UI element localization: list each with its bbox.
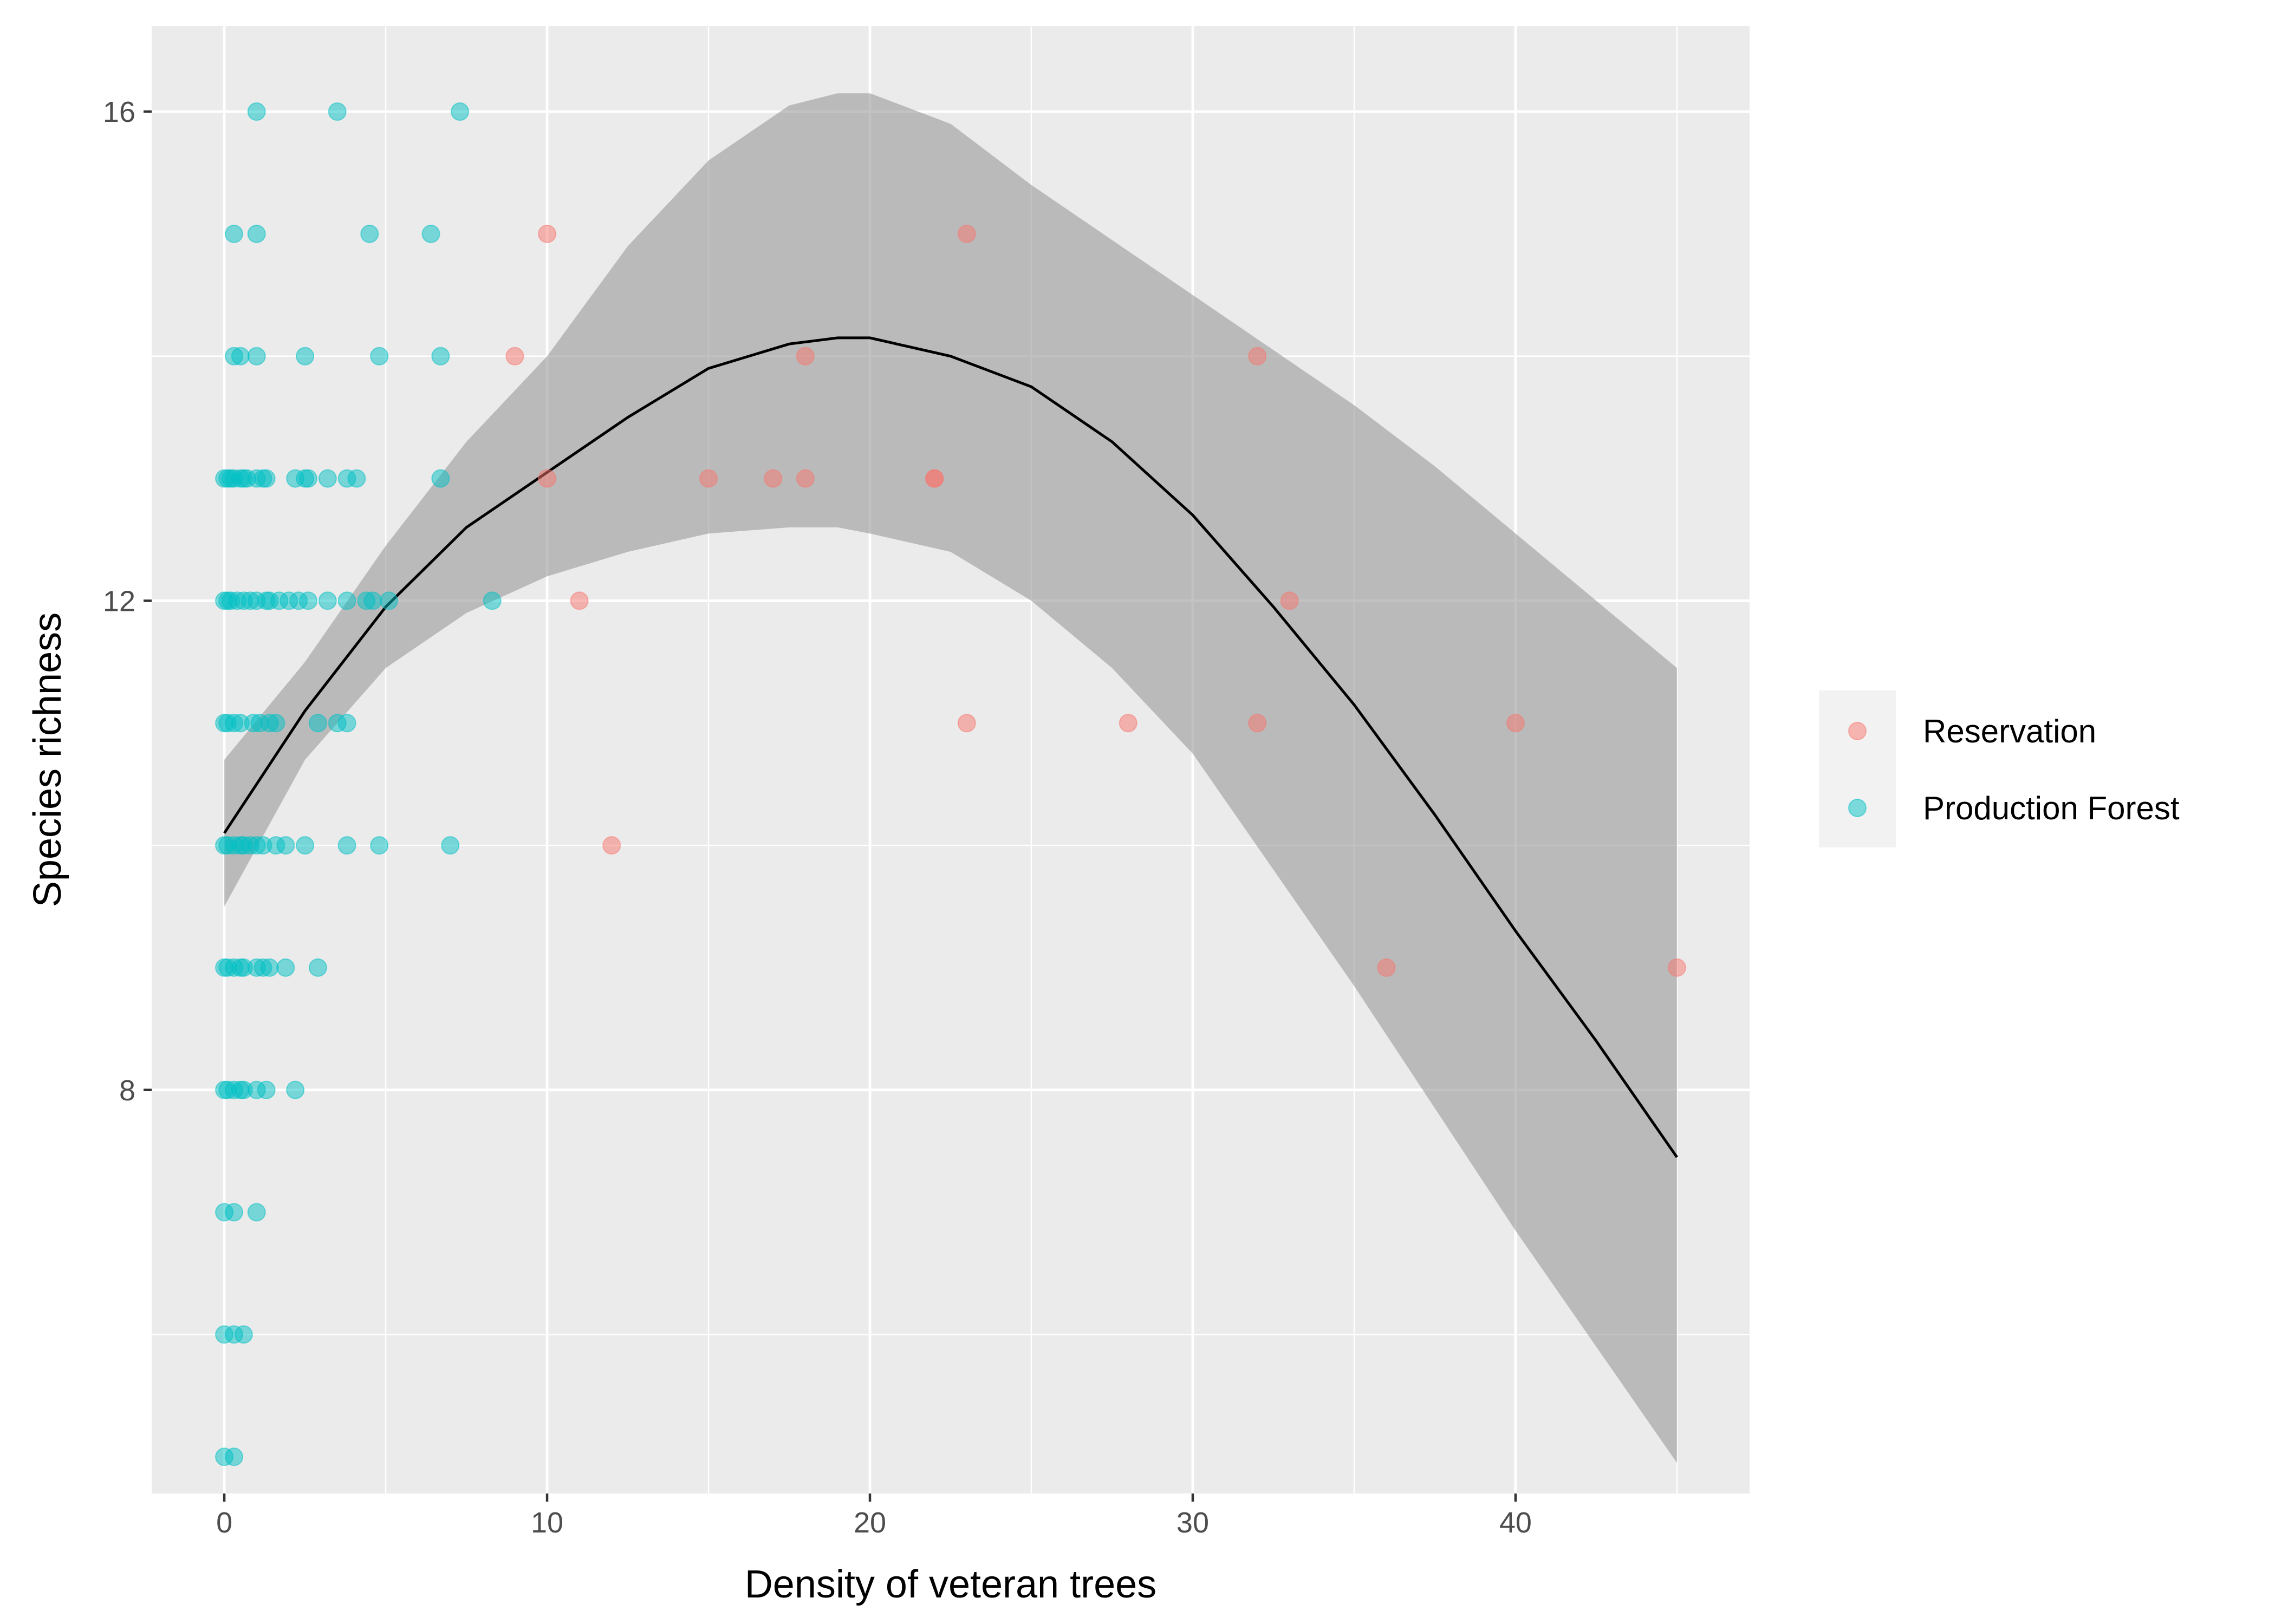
- production-forest-point: [286, 1080, 305, 1099]
- y-tick-label: 8: [119, 1074, 135, 1107]
- confidence-band: [224, 93, 1677, 1463]
- production-forest-point: [421, 224, 440, 243]
- reservation-point: [602, 836, 621, 855]
- reservation-point: [1667, 958, 1686, 977]
- production-forest-point: [370, 347, 389, 366]
- x-tick-label: 0: [216, 1506, 232, 1539]
- production-forest-point: [296, 347, 315, 366]
- y-tick-label: 12: [103, 585, 135, 617]
- production-forest-point: [347, 469, 366, 488]
- production-forest-point: [225, 1203, 243, 1222]
- production-forest-point: [247, 102, 266, 121]
- y-axis: 8 12 16: [103, 96, 152, 1107]
- production-forest-point: [431, 469, 450, 488]
- production-forest-point: [380, 591, 398, 610]
- production-forest-point: [431, 347, 450, 366]
- production-forest-point: [231, 347, 250, 366]
- production-forest-point: [451, 102, 470, 121]
- reservation-point: [1119, 714, 1138, 733]
- x-tick-label: 40: [1499, 1506, 1532, 1539]
- reservation-point: [505, 347, 524, 366]
- legend-key-production-forest: [1848, 799, 1867, 817]
- production-forest-point: [318, 469, 337, 488]
- reservation-point: [796, 469, 815, 488]
- production-forest-point: [308, 714, 327, 733]
- production-forest-point: [337, 836, 356, 855]
- legend: Reservation Production Forest: [1819, 690, 2180, 847]
- production-forest-point: [257, 469, 276, 488]
- production-forest-point: [299, 469, 317, 488]
- production-forest-point: [308, 958, 327, 977]
- reservation-point: [1248, 714, 1267, 733]
- production-forest-point: [266, 714, 285, 733]
- reservation-point: [699, 469, 718, 488]
- x-axis: 0 10 20 30 40: [216, 1493, 1532, 1539]
- x-tick-label: 20: [854, 1506, 886, 1539]
- production-forest-point: [234, 1325, 253, 1344]
- production-forest-point: [247, 1203, 266, 1222]
- production-forest-point: [247, 224, 266, 243]
- reservation-point: [957, 714, 976, 733]
- production-forest-point: [260, 958, 279, 977]
- production-forest-point: [296, 836, 315, 855]
- legend-label-production-forest: Production Forest: [1923, 790, 2180, 826]
- production-forest-point: [370, 836, 389, 855]
- production-forest-point: [276, 836, 295, 855]
- production-forest-point: [225, 224, 243, 243]
- production-forest-point: [299, 591, 317, 610]
- reservation-point: [1506, 714, 1525, 733]
- reservation-point: [538, 224, 557, 243]
- legend-key-reservation: [1848, 722, 1867, 740]
- production-forest-point: [363, 591, 382, 610]
- x-axis-title: Density of veteran trees: [745, 1563, 1156, 1606]
- data-points: [215, 102, 1686, 1466]
- reservation-point: [1248, 347, 1267, 366]
- production-forest-point: [328, 102, 347, 121]
- production-forest-point: [276, 958, 295, 977]
- fit-line: [223, 336, 1678, 1158]
- reservation-point: [925, 469, 944, 488]
- production-forest-point: [318, 591, 337, 610]
- production-forest-point: [483, 591, 502, 610]
- legend-label-reservation: Reservation: [1923, 713, 2096, 749]
- x-tick-label: 30: [1176, 1506, 1209, 1539]
- production-forest-point: [225, 1447, 243, 1466]
- production-forest-point: [441, 836, 460, 855]
- production-forest-point: [337, 714, 356, 733]
- reservation-point: [764, 469, 783, 488]
- reservation-point: [957, 224, 976, 243]
- reservation-point: [538, 469, 557, 488]
- production-forest-point: [360, 224, 379, 243]
- production-forest-point: [337, 591, 356, 610]
- legend-key-background: [1819, 690, 1896, 847]
- production-forest-point: [257, 1080, 276, 1099]
- reservation-point: [1377, 958, 1396, 977]
- y-axis-title: Species richness: [26, 612, 69, 907]
- confidence-band-area: [224, 93, 1677, 1463]
- fit-curve: [223, 336, 1678, 1158]
- reservation-point: [1280, 591, 1299, 610]
- production-forest-point: [247, 347, 266, 366]
- reservation-point: [796, 347, 815, 366]
- x-tick-label: 10: [531, 1506, 563, 1539]
- reservation-point: [570, 591, 589, 610]
- y-tick-label: 16: [103, 96, 135, 128]
